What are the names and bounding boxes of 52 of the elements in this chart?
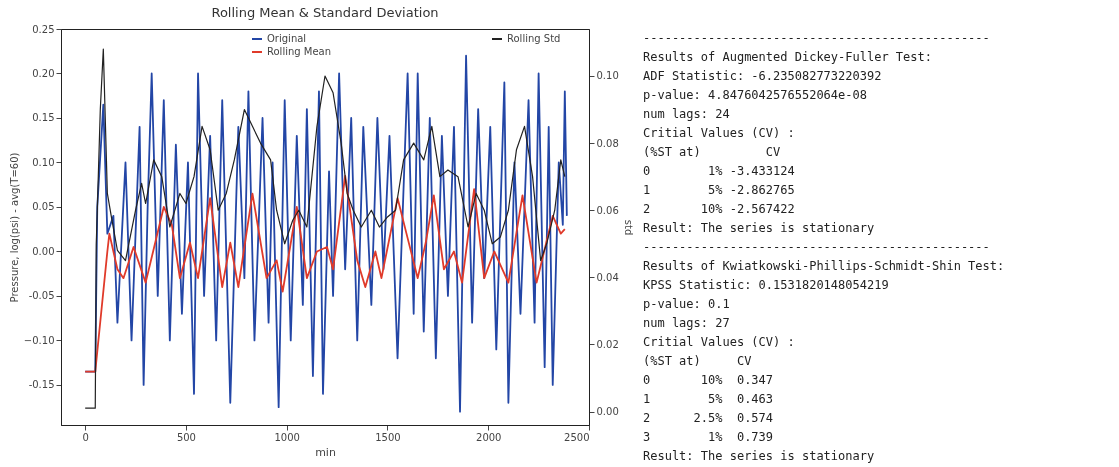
x-tick-label: 500 [176, 431, 196, 443]
text: Result: The series is stationary [643, 448, 875, 463]
x-tick-label: 1500 [375, 431, 401, 443]
text: (%ST at) CV [643, 145, 781, 160]
text: 0 10% 0.347 [643, 372, 774, 387]
y2-axis-title: std [622, 219, 634, 236]
text: 1 5% 0.463 [643, 391, 774, 406]
text: Result: The series is stationary [643, 221, 875, 236]
y-tick-label: 0.20 [32, 67, 55, 79]
text: (%ST at) CV [643, 353, 752, 368]
y-axis-title: Pressure, log(psi) - avg(T=60) [8, 152, 20, 303]
y2-tick-label: 0.08 [596, 137, 619, 149]
y-tick-label: 0.00 [32, 245, 55, 257]
x-tick-label: 2500 [564, 431, 590, 443]
text: Critial Values (CV) : [643, 334, 795, 349]
text: num lags: 27 [643, 315, 730, 330]
text: ADF Statistic: -6.235082773220392 [643, 69, 882, 84]
text: Results of Kwiatkowski-Phillips-Schmidt-Shin Test: [643, 258, 1005, 273]
y-tick-label: 0.15 [32, 112, 55, 124]
y2-tick-label: 0.02 [596, 338, 619, 350]
legend-label: Rolling Mean [267, 46, 332, 57]
line-series [84, 174, 566, 373]
text: 1 5% -2.862765 [643, 183, 795, 198]
text: p-value: 4.8476042576552064e-08 [643, 88, 867, 103]
x-axis-title: min [315, 445, 336, 459]
y2-tick-label: 0.10 [596, 70, 619, 82]
x-tick-label: 1000 [274, 431, 300, 443]
x-tick-label: 0 [82, 431, 89, 443]
y-tick-label: 0.10 [32, 156, 55, 168]
legend-label: Rolling Std [507, 33, 561, 44]
legend-label: Original [267, 33, 307, 44]
y2-tick-label: 0.04 [596, 271, 619, 283]
y2-tick-label: 0.00 [596, 406, 619, 418]
text: KPSS Statistic: 0.1531820148054219 [643, 277, 889, 292]
y2-tick-label: 0.06 [596, 204, 619, 216]
text: 2 2.5% 0.574 [643, 410, 774, 425]
text: Critial Values (CV) : [643, 126, 795, 141]
text: p-value: 0.1 [643, 296, 730, 311]
text: 2 10% -2.567422 [643, 202, 795, 217]
y-tick-label: -0.15 [28, 379, 55, 391]
x-tick-label: 2000 [476, 431, 502, 443]
text: ------------------------------------------------ [643, 31, 990, 46]
y-tick-label: -0.05 [28, 290, 55, 302]
text: 0 1% -3.433124 [643, 164, 795, 179]
text: Results of Augmented Dickey-Fuller Test: [643, 50, 932, 65]
chart-title: Rolling Mean & Standard Deviation [211, 5, 439, 20]
y-tick-label: 0.05 [32, 201, 55, 213]
text: num lags: 24 [643, 107, 730, 122]
y-tick-label: 0.25 [32, 23, 55, 35]
y-tick-label: −0.10 [23, 334, 55, 346]
text: ------------------------------------------------ [643, 240, 990, 254]
text: 3 1% 0.739 [643, 429, 774, 444]
